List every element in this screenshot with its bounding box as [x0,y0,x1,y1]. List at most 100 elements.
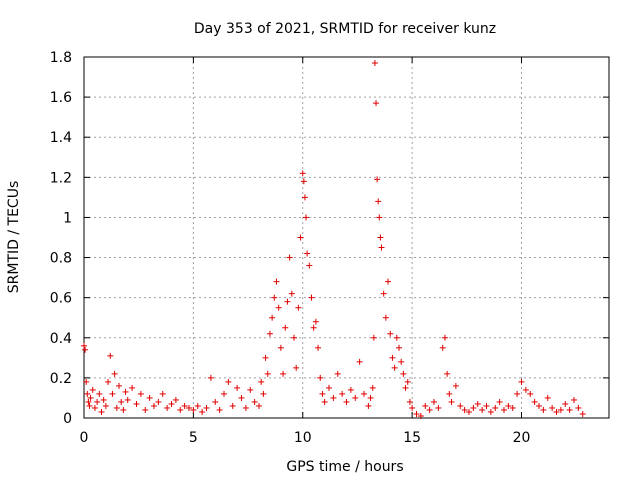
data-point [260,390,267,397]
data-point [82,346,89,353]
data-point [186,404,192,411]
data-point [317,374,324,381]
data-point [286,254,293,261]
data-point [549,404,556,411]
data-point [91,404,98,411]
data-point [531,398,538,405]
data-point [553,408,560,415]
data-point [159,390,166,397]
data-point [194,402,201,409]
data-point [190,406,197,413]
data-point [258,378,265,385]
data-point [487,408,494,415]
data-point [266,330,273,337]
data-point [129,384,136,391]
data-point [452,382,459,389]
data-point [374,176,381,183]
data-point [330,394,337,401]
data-point [376,214,383,221]
data-point [361,390,367,397]
data-point [109,390,116,397]
data-point [466,408,472,415]
data-point [518,378,525,385]
plot-frame [83,56,610,419]
data-point [203,404,210,411]
data-point [207,374,214,381]
data-point [100,396,107,403]
data-point [522,386,529,393]
data-point [347,386,354,393]
data-point [116,382,122,389]
data-point [319,390,326,397]
data-point [107,352,114,359]
data-point [102,402,109,409]
data-point [122,388,129,395]
x-tick-label: 0 [80,430,89,446]
data-point [396,344,402,351]
y-tick-label: 0 [63,411,72,427]
data-point [380,290,387,297]
data-point [339,390,346,397]
data-point [297,234,304,241]
data-point [375,198,382,205]
data-point [367,394,374,401]
data-point [308,294,315,301]
data-point [86,402,93,409]
data-point [89,386,96,393]
data-point [382,314,389,321]
data-point [373,100,380,107]
data-point [96,390,103,397]
data-point [291,334,297,341]
data-point [406,398,413,405]
data-point [234,384,241,391]
y-axis-label: SRMTID / TECUs [6,181,22,294]
data-point [199,408,206,415]
data-point [370,334,377,341]
data-point [446,390,453,397]
data-point [120,406,127,413]
data-point [457,402,464,409]
data-point [385,278,392,285]
data-point [365,402,372,409]
data-point [262,354,269,361]
y-tick-label: 0.8 [50,251,72,267]
data-point [398,358,405,365]
data-point [334,370,341,377]
y-tick-label: 1.2 [50,170,72,186]
data-point [492,404,499,411]
data-point [377,234,384,241]
y-tick-label: 0.2 [50,371,72,387]
data-point [391,364,398,371]
x-tick-label: 5 [189,430,198,446]
y-tick-label: 0.6 [50,291,72,307]
data-point [356,358,363,365]
data-point [177,406,184,413]
data-point [98,408,105,415]
data-point [501,406,507,413]
data-point [247,386,254,393]
data-point [273,278,280,285]
data-point [124,396,131,403]
data-point [111,370,118,377]
data-point [326,384,332,391]
data-point [301,194,308,201]
data-point [562,400,569,407]
data-point [417,412,424,419]
data-point [242,404,249,411]
data-point [212,398,219,405]
data-point [571,396,577,403]
data-point [321,398,328,405]
data-point [389,354,396,361]
data-point [474,400,481,407]
data-point [264,370,271,377]
y-tick-label: 1.8 [50,50,72,66]
data-point [422,402,429,409]
data-point [404,378,411,385]
data-point [527,390,534,397]
x-tick-label: 20 [513,430,531,446]
data-point [435,404,442,411]
data-point [505,402,512,409]
data-point [369,384,376,391]
data-point [540,406,547,413]
